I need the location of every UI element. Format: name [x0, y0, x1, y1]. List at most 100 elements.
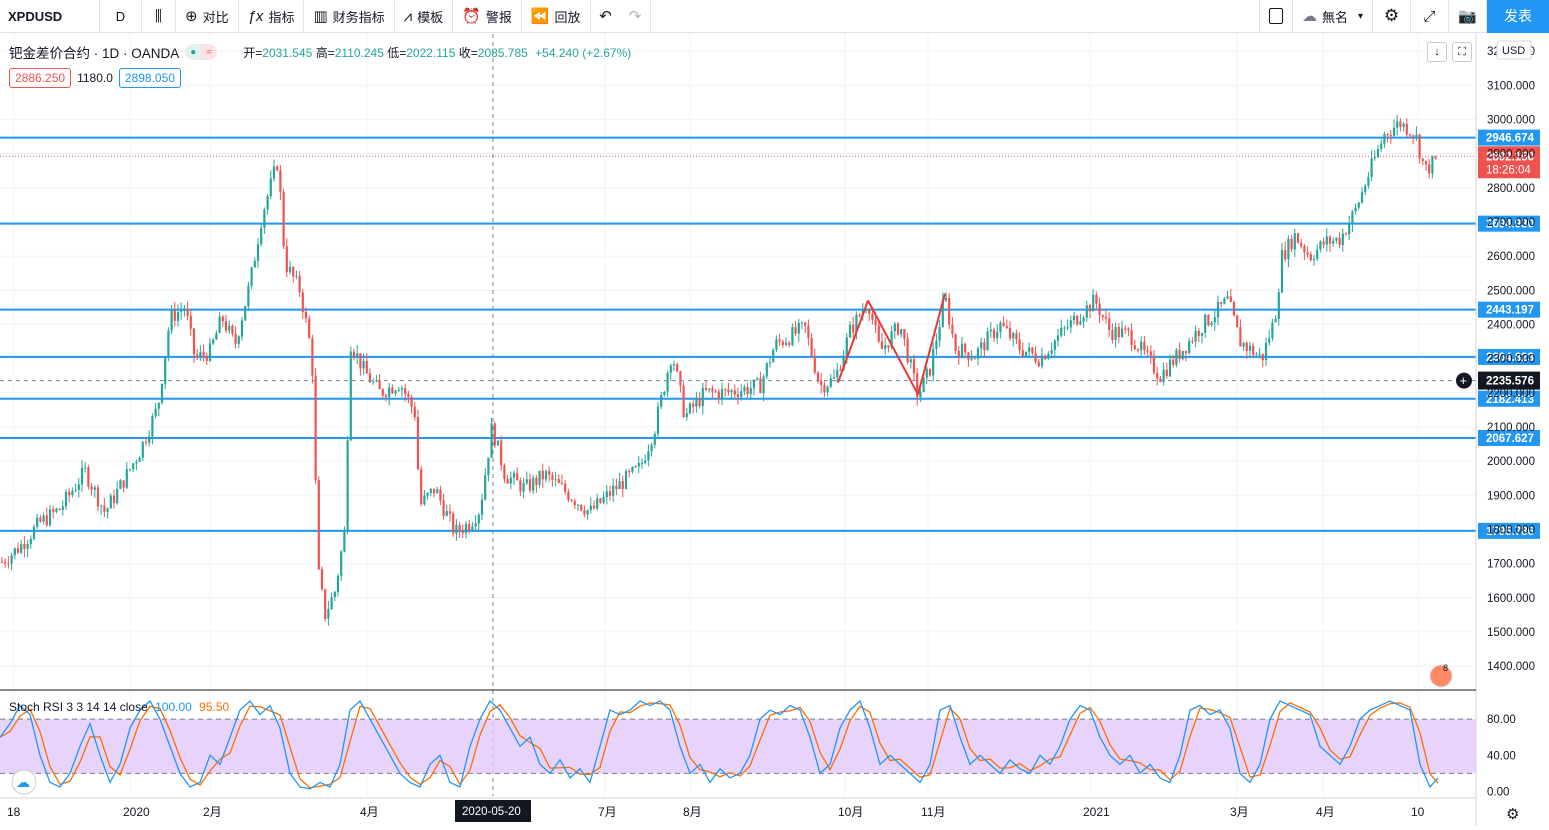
candle-body: [269, 178, 272, 197]
candle-body: [1204, 314, 1207, 334]
candle-body: [1418, 134, 1421, 159]
candle-body: [1127, 328, 1130, 331]
candle-body: [663, 391, 666, 395]
candle-body: [932, 348, 935, 376]
candle-body: [768, 362, 772, 364]
candle-body: [445, 511, 448, 516]
candle-body: [1210, 322, 1213, 326]
candle-body: [112, 495, 116, 503]
candle-body: [1216, 301, 1220, 318]
candle-body: [164, 356, 167, 384]
candle-body: [580, 504, 583, 511]
candle-body: [922, 377, 925, 392]
rsi-tick-label: 40.00: [1487, 750, 1516, 762]
currency-label: USD: [1502, 45, 1525, 57]
templates-button[interactable]: ⩘ 模板: [395, 0, 454, 33]
candle-body: [1392, 127, 1396, 136]
candle-body: [1236, 315, 1239, 328]
candle-body: [490, 423, 493, 458]
candle-body: [567, 491, 570, 500]
candle-body: [948, 298, 951, 325]
candle-body: [1351, 211, 1354, 224]
candle-body: [512, 473, 516, 478]
candle-body: [461, 531, 464, 534]
candle-body: [701, 388, 704, 407]
layout-name-button[interactable]: ☁ 無名 ▾: [1293, 0, 1373, 33]
candle-body: [1095, 294, 1098, 304]
candle-body: [1396, 121, 1399, 128]
candle-body: [42, 515, 45, 522]
visibility-toggle[interactable]: ● ≈: [185, 44, 218, 60]
candle-body: [999, 322, 1002, 332]
candle-body: [1293, 233, 1296, 250]
stoch-rsi-d-line: [0, 702, 1439, 789]
candle-body: [1024, 351, 1028, 357]
snapshot-button[interactable]: 📷: [1449, 0, 1487, 33]
candle-body: [477, 514, 480, 524]
candle-body: [1303, 246, 1306, 253]
financials-button[interactable]: ▥ 财务指标: [304, 0, 395, 33]
candle-body: [640, 462, 644, 464]
interval-button[interactable]: D: [100, 0, 142, 33]
top-toolbar: XPDUSD D ⫼ ⊕ 对比 ƒx 指标 ▥ 财务指标 ⩘ 模板 ⏰ 警报 ⏪…: [0, 0, 1549, 33]
candle-body: [637, 463, 640, 467]
candle-body: [925, 368, 928, 378]
replay-button[interactable]: ⏪ 回放: [522, 0, 591, 33]
candle-body: [1168, 359, 1172, 377]
candle-body: [304, 311, 308, 319]
close-value: 2085.785: [477, 45, 528, 60]
candle-body: [535, 477, 538, 485]
price-tick-label: 2400.000: [1487, 319, 1535, 331]
candle-body: [362, 360, 365, 369]
candle-body: [10, 555, 13, 564]
compare-button[interactable]: ⊕ 对比: [176, 0, 239, 33]
maximize-button[interactable]: ⤢: [1411, 0, 1449, 33]
candle-body: [909, 359, 912, 363]
settings-button[interactable]: ⚙: [1373, 0, 1411, 33]
candle-body: [634, 466, 637, 468]
sell-price-button[interactable]: 2886.250: [9, 68, 72, 88]
fullscreen-toggle-button[interactable]: [1258, 0, 1293, 33]
time-tick-label: 2月: [203, 805, 222, 819]
arrow-down-icon: ↓: [1434, 46, 1440, 58]
alert-button[interactable]: ⏰ 警报: [453, 0, 522, 33]
price-tick-label: 1600.000: [1487, 593, 1535, 605]
candle-body: [100, 505, 103, 507]
candle-body: [829, 378, 832, 387]
symbol-search-button[interactable]: XPDUSD: [0, 0, 100, 33]
currency-box: [1496, 40, 1532, 60]
maximize-pane-button[interactable]: ⛶: [1452, 42, 1472, 62]
candle-body: [976, 348, 980, 359]
candle-body: [717, 391, 720, 399]
publish-button[interactable]: 发表: [1487, 0, 1549, 33]
buy-price-button[interactable]: 2898.050: [118, 68, 181, 88]
candle-body: [1280, 249, 1284, 293]
price-chart[interactable]: 2946.674 2694.930 2443.197 2304.823 2182.413…: [0, 34, 1549, 830]
cloud-icon: ☁: [16, 774, 30, 790]
stoch-rsi-d-value: 95.50: [199, 700, 230, 714]
candle-body: [1226, 296, 1229, 299]
candle-body: [890, 331, 893, 348]
candle-body: [1367, 176, 1370, 186]
crosshair-price-label: 2235.576: [1486, 376, 1534, 388]
candle-body: [820, 380, 823, 386]
candle-body: [250, 267, 253, 286]
candle-body: [426, 492, 429, 496]
candle-body: [698, 398, 701, 407]
scroll-down-button[interactable]: ↓: [1427, 42, 1447, 62]
candle-body: [842, 355, 845, 370]
candle-body: [327, 609, 330, 619]
candle-body: [333, 592, 336, 598]
candle-body: [68, 492, 71, 496]
candle-body: [1140, 341, 1143, 351]
redo-button[interactable]: ↷: [621, 0, 651, 33]
candle-body: [372, 381, 375, 383]
chart-style-button[interactable]: ⫼: [142, 0, 176, 33]
stoch-rsi-k-line: [0, 699, 1439, 790]
candle-body: [365, 360, 368, 374]
candle-body: [436, 489, 439, 494]
candle-body: [1104, 316, 1108, 319]
undo-button[interactable]: ↶: [591, 0, 621, 33]
candle-body: [452, 513, 455, 534]
indicators-button[interactable]: ƒx 指标: [239, 0, 305, 33]
